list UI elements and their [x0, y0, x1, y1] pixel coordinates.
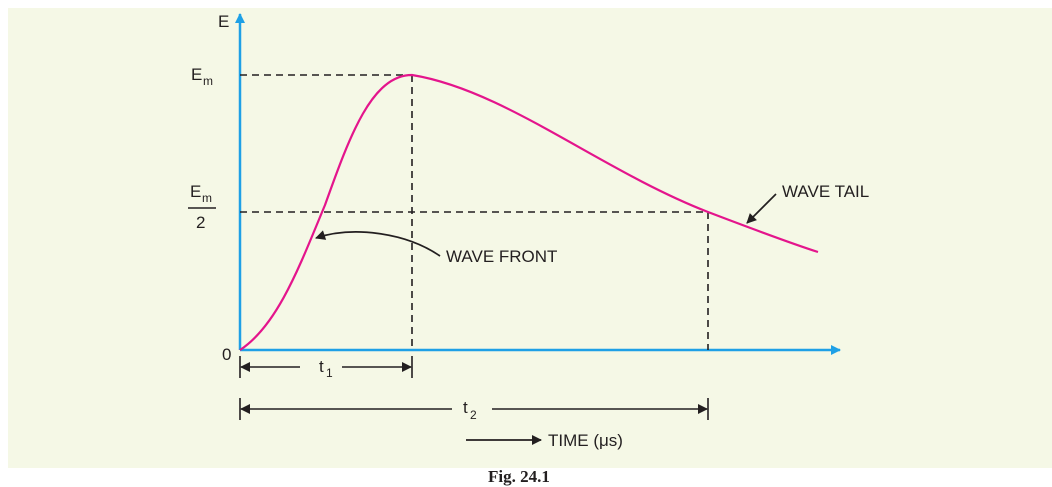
half-label-denominator: 2 [196, 213, 205, 232]
peak-label: E [191, 65, 202, 84]
surge-wave-curve [239, 73, 819, 351]
t1-label-subscript: 1 [326, 366, 333, 380]
half-label-numerator: E [190, 182, 201, 201]
wave-tail-pointer [746, 193, 777, 224]
wave-front-pointer [315, 230, 441, 257]
t2-label: t [463, 398, 468, 417]
time-label: TIME (μs) [548, 431, 623, 450]
figure-caption: Fig. 24.1 [488, 467, 550, 486]
figure-background [8, 8, 1052, 468]
y-axis-label: E [218, 12, 229, 31]
origin-label: 0 [222, 345, 231, 364]
wave-front-label: WAVE FRONT [446, 247, 557, 266]
wave-tail-label: WAVE TAIL [782, 182, 869, 201]
peak-label-subscript: m [203, 74, 213, 88]
t2-label-subscript: 2 [470, 408, 477, 422]
t1-label: t [319, 357, 324, 376]
half-label-subscript: m [202, 191, 212, 205]
